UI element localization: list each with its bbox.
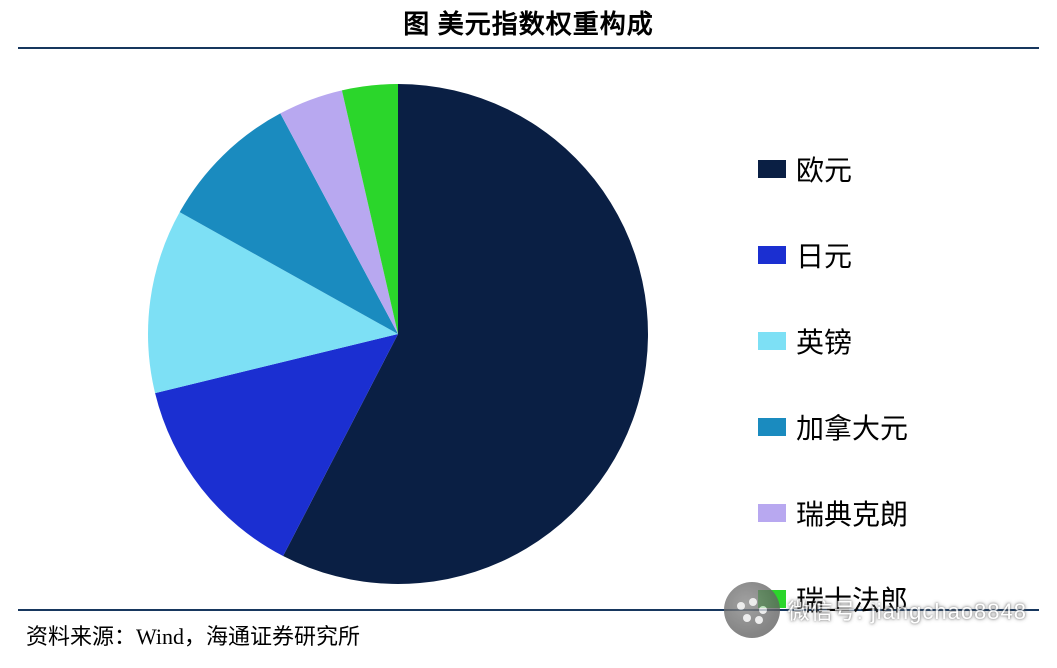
legend-label: 加拿大元 — [796, 407, 908, 447]
source-wind: Wind — [136, 624, 184, 649]
chart-title: 图 美元指数权重构成 — [18, 0, 1039, 49]
legend-label: 欧元 — [796, 149, 852, 189]
legend-swatch — [758, 418, 786, 436]
wechat-icon — [724, 582, 780, 638]
legend-label: 日元 — [796, 235, 852, 275]
legend-swatch — [758, 246, 786, 264]
legend-label: 瑞典克朗 — [796, 493, 908, 533]
legend-swatch — [758, 160, 786, 178]
legend-item: 英镑 — [758, 321, 908, 361]
legend-item: 欧元 — [758, 149, 908, 189]
pie-svg — [138, 79, 658, 599]
legend-label: 英镑 — [796, 321, 852, 361]
chart-container: 图 美元指数权重构成 欧元日元英镑加拿大元瑞典克朗瑞士法郎 资料来源：Wind，… — [0, 0, 1057, 668]
legend-item: 瑞典克朗 — [758, 493, 908, 533]
legend-swatch — [758, 504, 786, 522]
source-suffix: ，海通证券研究所 — [184, 624, 360, 649]
legend-swatch — [758, 332, 786, 350]
source-prefix: 资料来源： — [26, 624, 136, 649]
chart-area: 欧元日元英镑加拿大元瑞典克朗瑞士法郎 — [18, 49, 1039, 609]
pie-chart — [138, 79, 658, 604]
watermark-text: 微信号: jiangchao8848 — [788, 594, 1027, 626]
watermark: 微信号: jiangchao8848 — [724, 582, 1027, 638]
legend-item: 日元 — [758, 235, 908, 275]
legend-item: 加拿大元 — [758, 407, 908, 447]
